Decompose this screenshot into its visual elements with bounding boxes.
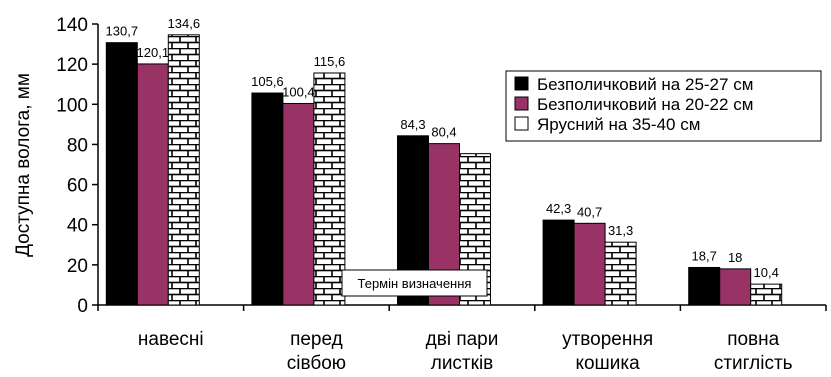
legend-swatch xyxy=(514,96,529,111)
x-tick-label: утворення кошика xyxy=(562,329,653,374)
bar xyxy=(542,219,575,306)
bar xyxy=(750,283,783,306)
x-axis-label-box: Термін визначення xyxy=(341,269,488,297)
legend-entry: Безполичковий на 25-27 см xyxy=(537,75,753,94)
y-tick-label: 80 xyxy=(67,135,88,156)
bar xyxy=(282,102,315,306)
bar xyxy=(251,92,284,306)
x-tick-label: повна стиглість xyxy=(714,329,793,374)
x-tick-label: дві пари листків xyxy=(426,329,499,374)
data-label: 84,3 xyxy=(400,117,425,132)
legend-entry: Ярусний на 35-40 см xyxy=(537,115,700,134)
y-axis-label: Доступна волога, мм xyxy=(13,73,34,257)
legend-swatch xyxy=(514,116,529,131)
bar xyxy=(313,72,346,306)
y-tick-label: 0 xyxy=(77,296,88,317)
x-tick-label: перед сівбою xyxy=(287,329,346,374)
data-label: 31,3 xyxy=(608,223,633,238)
bar xyxy=(105,42,138,306)
y-tick-label: 100 xyxy=(56,95,88,116)
legend-entry: Безполичковий на 20-22 см xyxy=(537,95,753,114)
bar xyxy=(688,266,721,306)
legend-swatch xyxy=(514,76,529,91)
data-label: 100,4 xyxy=(282,84,315,99)
y-tick-label: 60 xyxy=(67,176,88,197)
y-tick-label: 40 xyxy=(67,216,88,237)
x-axis-label: Термін визначення xyxy=(358,276,472,291)
data-label: 18,7 xyxy=(692,248,717,263)
ticks: 0 20 40 60 80 100 120 140 навесні перед сівбою дві … xyxy=(56,15,827,374)
bar xyxy=(719,268,752,306)
bar xyxy=(604,241,637,306)
data-label: 115,6 xyxy=(314,54,346,69)
data-label: 105,6 xyxy=(251,74,284,89)
data-label: 130,7 xyxy=(106,24,139,39)
y-tick-label: 120 xyxy=(56,55,88,76)
x-tick-label: навесні xyxy=(138,329,204,350)
bar xyxy=(167,34,200,306)
bar xyxy=(136,63,169,306)
y-tick-label: 20 xyxy=(67,256,88,277)
y-tick-label: 140 xyxy=(56,15,88,36)
legend-box xyxy=(505,70,822,142)
data-label: 120,1 xyxy=(137,45,170,60)
data-label: 80,4 xyxy=(431,125,456,140)
data-label: 134,6 xyxy=(168,16,201,31)
bar xyxy=(573,222,606,306)
data-label: 10,4 xyxy=(754,265,779,280)
data-labels: 130,7 105,6 84,3 42,3 18,7 120,1 100,4 80,4 40,7… xyxy=(106,16,779,280)
data-label: 18 xyxy=(728,250,742,265)
data-label: 42,3 xyxy=(546,201,571,216)
data-label: 40,7 xyxy=(577,204,602,219)
